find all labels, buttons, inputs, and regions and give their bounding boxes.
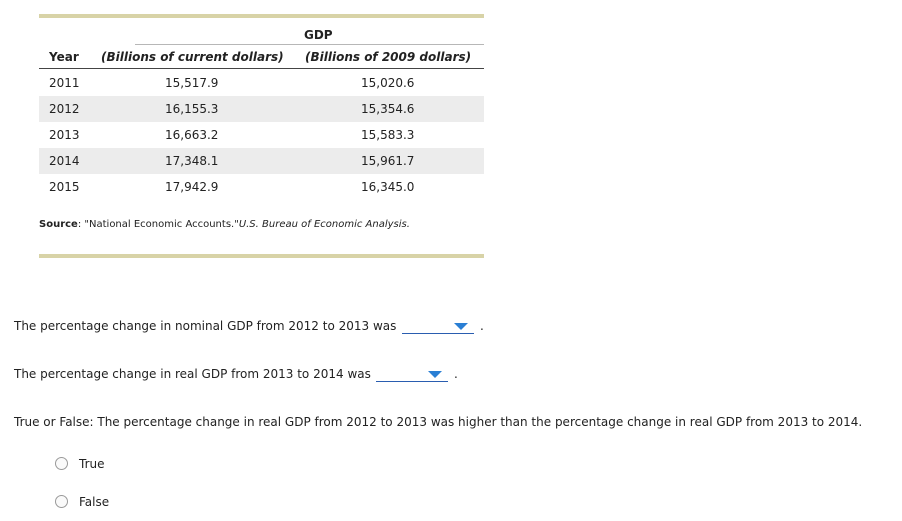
cell-nominal: 17,348.1 <box>165 154 219 168</box>
source-label: Source <box>39 219 78 230</box>
table-row: 2011 15,517.9 15,020.6 <box>39 70 484 96</box>
cell-year: 2014 <box>49 154 80 168</box>
radio-true[interactable] <box>55 457 68 470</box>
table-title: GDP <box>304 28 333 42</box>
cell-real: 15,961.7 <box>361 154 415 168</box>
cell-nominal: 15,517.9 <box>165 76 219 90</box>
cell-real: 16,345.0 <box>361 180 415 194</box>
chevron-down-icon <box>454 323 468 330</box>
cell-real: 15,583.3 <box>361 128 415 142</box>
cell-real: 15,354.6 <box>361 102 415 116</box>
table-row: 2015 17,942.9 16,345.0 <box>39 174 484 200</box>
header-real: (Billions of 2009 dollars) <box>305 50 472 64</box>
table-body: 2011 15,517.9 15,020.6 2012 16,155.3 15,… <box>39 70 484 200</box>
table-row: 2013 16,663.2 15,583.3 <box>39 122 484 148</box>
cell-nominal: 16,663.2 <box>165 128 219 142</box>
cell-year: 2012 <box>49 102 80 116</box>
header-nominal: (Billions of current dollars) <box>101 50 284 64</box>
real-change-dropdown[interactable] <box>376 367 448 382</box>
header-year: Year <box>49 50 79 64</box>
title-divider <box>135 44 484 45</box>
source-text: "National Economic Accounts." <box>84 219 239 230</box>
source-separator: : <box>77 219 85 230</box>
cell-nominal: 17,942.9 <box>165 180 219 194</box>
cell-nominal: 16,155.3 <box>165 102 219 116</box>
table-row: 2012 16,155.3 15,354.6 <box>39 96 484 122</box>
question-nominal-change: The percentage change in nominal GDP fro… <box>14 319 397 333</box>
source-publisher: U.S. Bureau of Economic Analysis. <box>238 219 410 230</box>
source-note: Source: "National Economic Accounts."U.S… <box>39 219 410 230</box>
top-rule <box>39 14 484 18</box>
period-mark: . <box>454 367 458 381</box>
option-true-label: True <box>79 457 105 471</box>
radio-false[interactable] <box>55 495 68 508</box>
cell-year: 2015 <box>49 180 80 194</box>
period-mark: . <box>480 319 484 333</box>
cell-real: 15,020.6 <box>361 76 415 90</box>
bottom-rule <box>39 254 484 258</box>
table-row: 2014 17,348.1 15,961.7 <box>39 148 484 174</box>
cell-year: 2013 <box>49 128 80 142</box>
question-real-change: The percentage change in real GDP from 2… <box>14 367 371 381</box>
question-true-false: True or False: The percentage change in … <box>14 415 863 429</box>
option-false-label: False <box>79 495 110 509</box>
header-divider <box>39 68 484 69</box>
nominal-change-dropdown[interactable] <box>402 319 474 334</box>
chevron-down-icon <box>428 371 442 378</box>
cell-year: 2011 <box>49 76 80 90</box>
